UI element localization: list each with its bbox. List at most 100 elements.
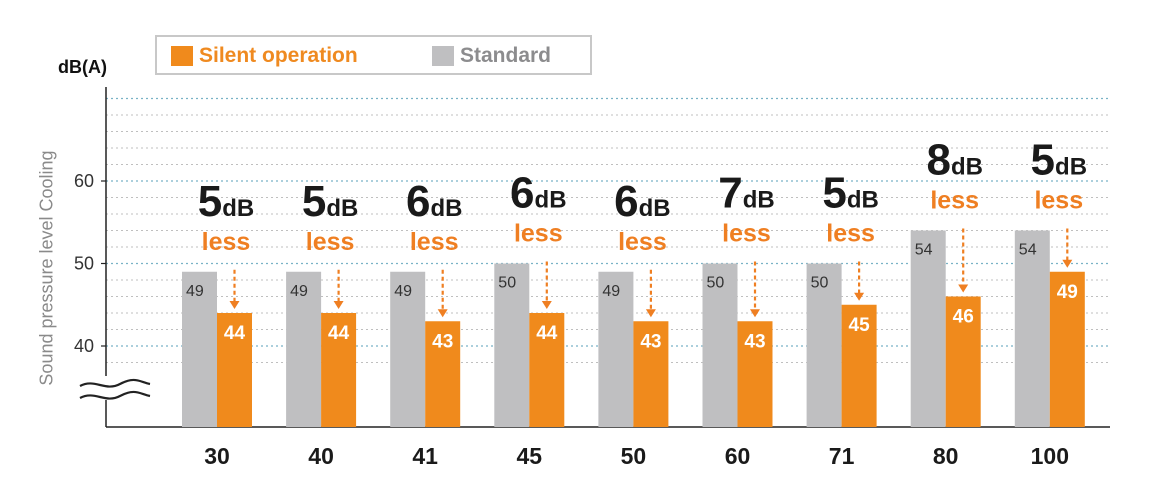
reduction-unit: dB — [951, 154, 983, 181]
bar-standard — [702, 263, 738, 427]
reduction-unit: dB — [743, 187, 775, 214]
bar-silent — [633, 321, 669, 427]
bar-silent — [217, 313, 252, 427]
data-label-silent: 44 — [224, 323, 246, 344]
reduction-unit: dB — [430, 195, 462, 222]
x-tick-label: 40 — [308, 443, 334, 469]
data-label-silent: 45 — [849, 315, 871, 336]
reduction-number: 6 — [614, 177, 638, 226]
reduction-unit: dB — [326, 195, 358, 222]
reduction-annotation: 7dB — [718, 169, 774, 218]
legend-swatch-silent — [171, 46, 193, 66]
bar-standard — [286, 271, 322, 427]
reduction-arrow-head — [1062, 259, 1073, 268]
data-label-standard: 49 — [186, 283, 204, 300]
reduction-annotation: 5dB — [302, 177, 358, 226]
x-tick-label: 60 — [725, 443, 751, 469]
reduction-less-label: less — [202, 228, 251, 256]
data-label-standard: 49 — [394, 283, 412, 300]
y-tick-label: 40 — [74, 336, 94, 356]
bar-standard — [494, 263, 530, 427]
data-label-standard: 54 — [915, 242, 933, 259]
bar-standard — [182, 271, 217, 427]
legend-item-silent: Silent operation — [171, 45, 358, 67]
x-tick-label: 100 — [1031, 443, 1069, 469]
legend-label-silent: Silent operation — [199, 44, 358, 67]
bars: 49 44 49 44 49 43 50 44 49 43 50 43 50 45 54 46 54 49 — [182, 230, 1085, 427]
bar-standard — [598, 271, 634, 427]
legend: Silent operation Standard — [155, 35, 592, 75]
data-label-standard: 50 — [811, 275, 829, 292]
x-tick-label: 30 — [204, 443, 230, 469]
reduction-less-label: less — [930, 187, 979, 215]
annotations: 5dBless5dBless6dBless6dBless6dBless7dBle… — [198, 136, 1087, 318]
y-axis-title: Sound pressure level Cooling — [36, 150, 57, 386]
legend-item-standard: Standard — [432, 45, 551, 67]
reduction-arrow-head — [958, 284, 969, 293]
reduction-less-label: less — [722, 220, 771, 248]
bar-standard — [390, 271, 426, 427]
bar-standard — [910, 230, 946, 427]
data-label-standard: 50 — [498, 275, 516, 292]
data-label-standard: 54 — [1019, 242, 1037, 259]
reduction-arrow-head — [333, 301, 344, 309]
reduction-annotation: 5dB — [198, 177, 254, 226]
reduction-unit: dB — [1055, 154, 1087, 181]
reduction-unit: dB — [222, 195, 254, 222]
x-tick-label: 41 — [412, 443, 438, 469]
reduction-less-label: less — [306, 228, 355, 256]
bar-silent — [1049, 271, 1085, 427]
data-label-silent: 44 — [328, 323, 350, 344]
reduction-arrow-head — [854, 292, 865, 301]
legend-swatch-standard — [432, 46, 454, 66]
x-tick-label: 80 — [933, 443, 959, 469]
y-axis-unit-label: dB(A) — [58, 57, 107, 77]
bar-standard — [1014, 230, 1050, 427]
bar-standard — [806, 263, 842, 427]
reduction-annotation: 5dB — [822, 169, 878, 218]
reduction-unit: dB — [535, 187, 567, 214]
reduction-number: 8 — [926, 136, 950, 185]
reduction-arrow-head — [229, 301, 240, 309]
y-tick-label: 60 — [74, 171, 94, 191]
reduction-unit: dB — [639, 195, 671, 222]
reduction-number: 7 — [718, 169, 742, 218]
reduction-annotation: 6dB — [614, 177, 670, 226]
y-tick-label: 50 — [74, 254, 94, 274]
reduction-less-label: less — [410, 228, 459, 256]
reduction-number: 5 — [198, 177, 222, 226]
axis-break-line — [79, 378, 151, 388]
x-tick-label: 50 — [621, 443, 647, 469]
reduction-less-label: less — [826, 220, 875, 248]
reduction-number: 5 — [1031, 136, 1055, 185]
reduction-unit: dB — [847, 187, 879, 214]
reduction-number: 6 — [510, 169, 534, 218]
reduction-annotation: 8dB — [926, 136, 982, 185]
x-tick-label: 71 — [829, 443, 855, 469]
bar-silent — [737, 321, 773, 427]
reduction-arrow-head — [541, 301, 552, 309]
reduction-arrow-head — [437, 309, 448, 318]
x-tick-label: 45 — [517, 443, 543, 469]
reduction-less-label: less — [514, 220, 563, 248]
legend-label-standard: Standard — [460, 44, 552, 67]
axis-break-line — [79, 390, 151, 400]
bar-silent — [841, 304, 877, 427]
data-label-standard: 50 — [707, 275, 725, 292]
reduction-annotation: 6dB — [406, 177, 462, 226]
data-label-silent: 49 — [1057, 282, 1078, 303]
bar-silent — [945, 296, 981, 427]
reduction-number: 6 — [406, 177, 430, 226]
bar-silent — [321, 313, 357, 427]
reduction-less-label: less — [618, 228, 667, 256]
data-label-standard: 49 — [290, 283, 308, 300]
reduction-annotation: 5dB — [1031, 136, 1087, 185]
reduction-number: 5 — [822, 169, 846, 218]
data-label-silent: 44 — [536, 323, 558, 344]
reduction-annotation: 6dB — [510, 169, 566, 218]
reduction-number: 5 — [302, 177, 326, 226]
data-label-silent: 43 — [744, 331, 765, 352]
reduction-arrow-head — [750, 309, 760, 318]
data-label-silent: 43 — [640, 331, 661, 352]
